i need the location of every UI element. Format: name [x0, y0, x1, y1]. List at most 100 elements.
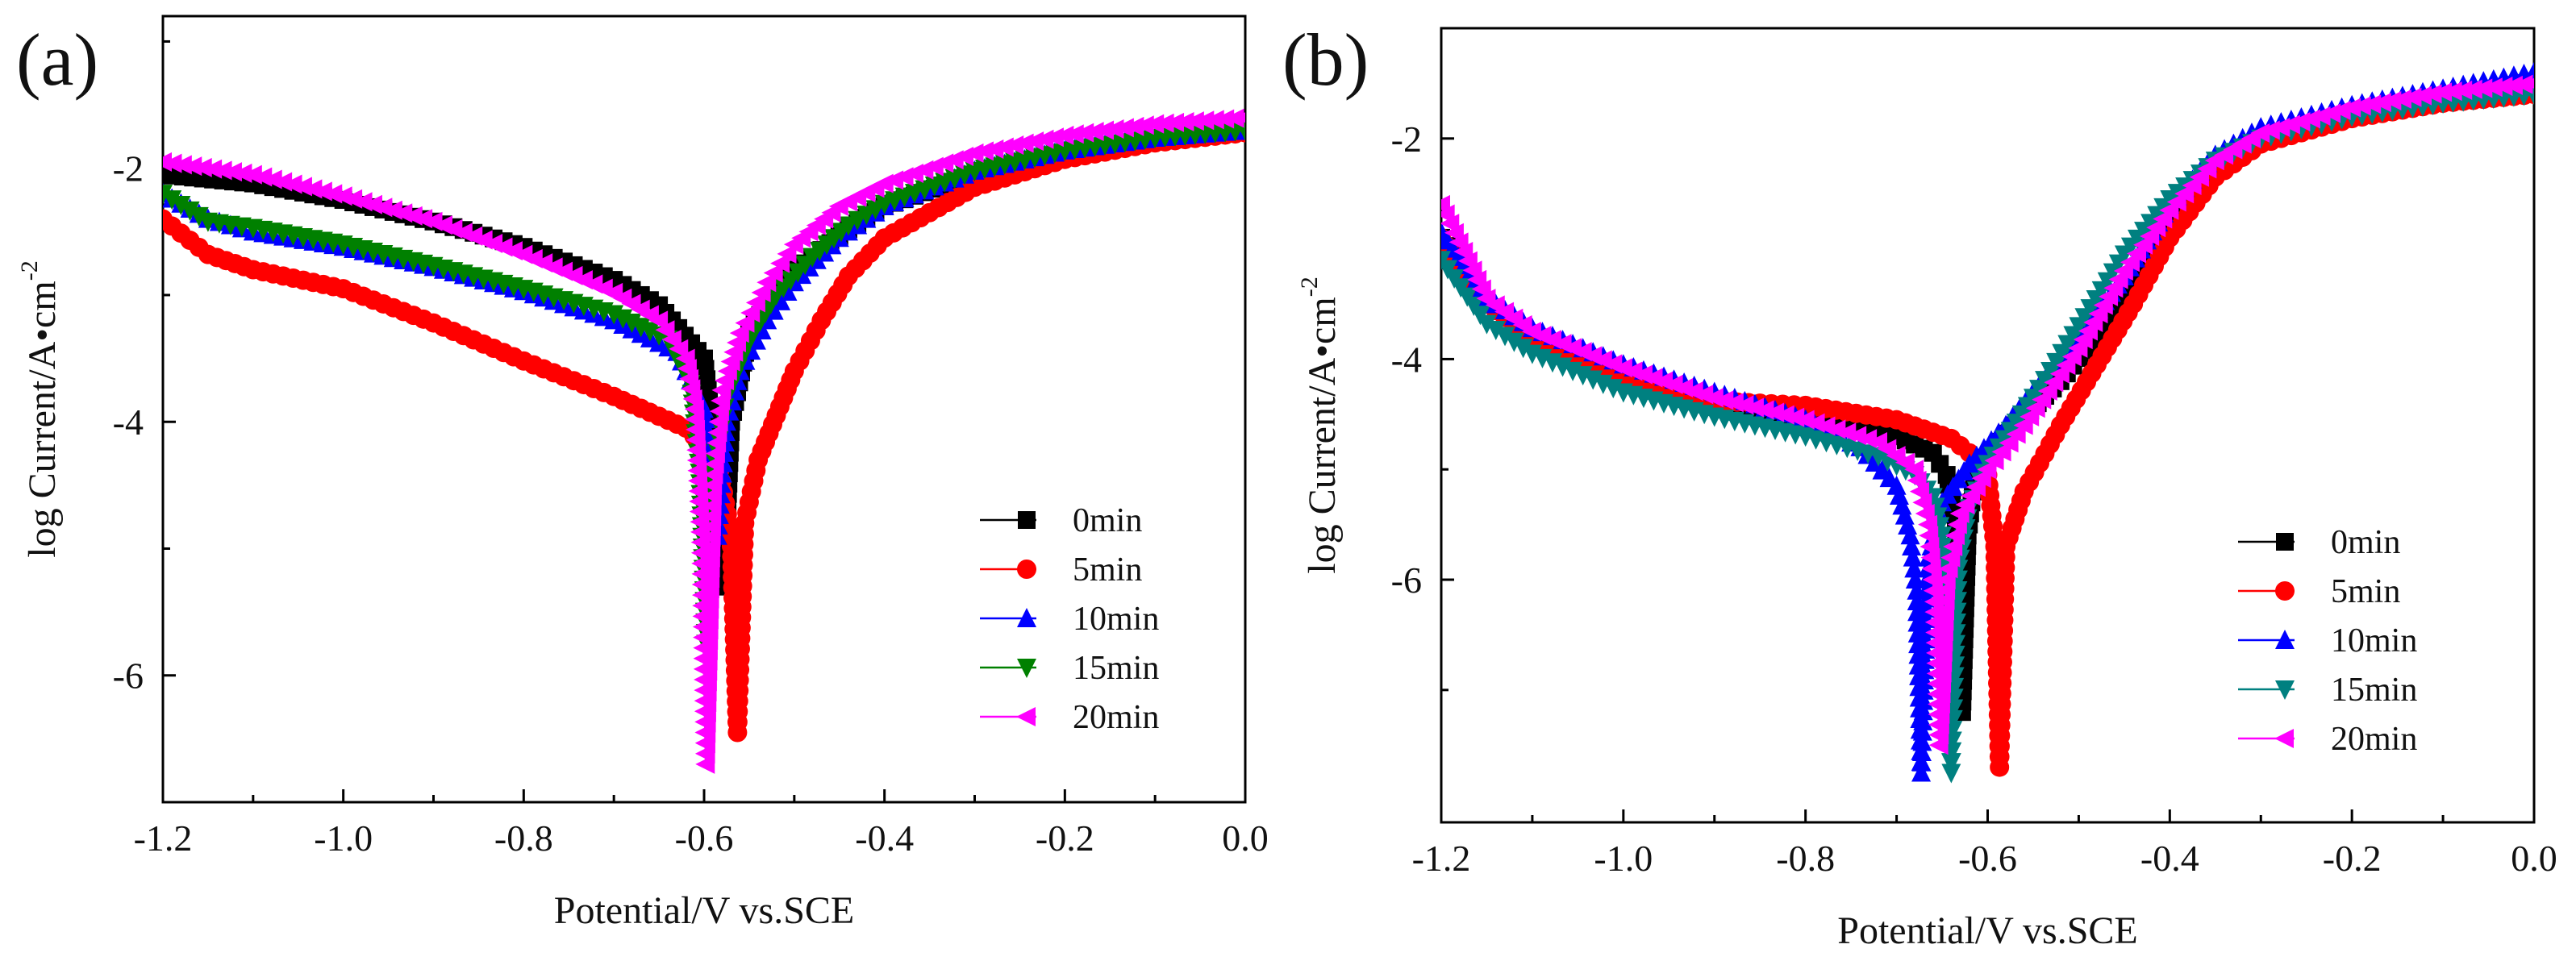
series-line-5min	[1441, 93, 2534, 768]
marker-20min	[1785, 407, 1805, 427]
marker-20min	[2453, 80, 2473, 100]
marker-20min	[312, 181, 332, 202]
marker-20min	[1144, 114, 1165, 134]
marker-10min	[1900, 525, 1920, 545]
marker-20min	[2422, 84, 2442, 104]
marker-20min	[1054, 125, 1074, 145]
x-tick-label: -1.0	[1594, 838, 1653, 879]
marker-20min	[1094, 120, 1115, 140]
marker-15min	[163, 190, 182, 210]
legend-label-5min: 5min	[2331, 573, 2400, 610]
marker-20min	[973, 141, 994, 161]
marker-20min	[1134, 115, 1154, 135]
marker-20min	[1909, 481, 1929, 501]
legend-label-0min: 0min	[1073, 502, 1142, 539]
x-tick-label: -0.4	[2140, 838, 2199, 879]
marker-20min	[994, 137, 1014, 157]
marker-20min	[1034, 129, 1054, 149]
marker-20min	[2341, 98, 2361, 118]
marker-20min	[1999, 433, 2019, 453]
marker-20min	[1940, 547, 1961, 568]
marker-20min	[172, 155, 192, 175]
x-tick-label: -0.6	[675, 817, 734, 859]
marker-20min	[2402, 87, 2422, 107]
marker-20min	[1215, 109, 1235, 129]
marker-20min	[262, 169, 282, 189]
legend-marker-0min	[1018, 511, 1036, 529]
marker-10min	[1911, 762, 1932, 782]
legend: 0min 5min 10min 15min 20min	[2238, 524, 2417, 758]
x-tick-label: -0.4	[855, 817, 914, 859]
marker-20min	[777, 243, 797, 264]
marker-20min	[661, 330, 682, 350]
marker-20min	[1184, 111, 1204, 131]
marker-20min	[1724, 393, 1744, 413]
marker-20min	[1114, 118, 1134, 138]
marker-20min	[1984, 451, 2004, 471]
marker-20min	[2513, 74, 2533, 94]
legend-label-15min: 15min	[1073, 650, 1159, 687]
marker-15min	[1486, 321, 1506, 341]
marker-20min	[1224, 108, 1244, 128]
marker-20min	[1714, 390, 1734, 410]
legend-marker-20min	[2274, 729, 2294, 748]
marker-20min	[292, 177, 312, 197]
y-axis-title: log Current/A•cm-2	[16, 260, 64, 557]
marker-20min	[192, 157, 212, 177]
y-axis-title-superscript: -2	[1296, 277, 1323, 297]
marker-20min	[984, 139, 1004, 159]
marker-20min	[2524, 77, 2534, 89]
marker-20min	[2462, 79, 2482, 99]
legend-marker-10min	[1017, 608, 1036, 627]
marker-20min	[2411, 85, 2432, 106]
marker-20min	[745, 293, 765, 313]
marker-10min	[1913, 701, 1933, 721]
marker-20min	[2351, 96, 2371, 116]
marker-20min	[1154, 113, 1174, 133]
marker-20min	[1977, 460, 1997, 480]
marker-20min	[2482, 77, 2503, 98]
y-tick-label: -2	[1391, 119, 1422, 160]
x-tick-label: -1.2	[134, 817, 193, 859]
marker-15min	[1941, 763, 1961, 784]
marker-20min	[2371, 93, 2391, 113]
marker-20min	[1124, 116, 1144, 136]
y-axis-title-superscript: -2	[16, 260, 43, 281]
x-tick-label: -1.0	[314, 817, 373, 859]
panel-a: (a) -1.2 -1.0 -0.8 -0.6 -0.4 -0.2 0.0 -6 -4 -2 Pote…	[16, 15, 1269, 932]
panel-label: (a)	[16, 19, 98, 101]
marker-20min	[202, 159, 223, 179]
marker-10min	[1912, 731, 1932, 751]
x-tick-label: 0.0	[1222, 817, 1269, 859]
marker-20min	[1991, 442, 2011, 462]
legend-marker-5min	[1017, 560, 1036, 579]
legend-marker-15min	[1017, 659, 1036, 678]
x-axis-title: Potential/V vs.SCE	[1837, 909, 2138, 952]
marker-10min	[1904, 558, 1924, 578]
legend-marker-5min	[2275, 581, 2295, 601]
marker-20min	[252, 167, 273, 187]
marker-20min	[232, 163, 252, 183]
y-tick-label: -4	[113, 401, 144, 443]
x-tick-label: -0.8	[1776, 838, 1835, 879]
marker-15min	[1504, 332, 1524, 352]
marker-10min	[1903, 547, 1923, 567]
marker-20min	[2503, 75, 2523, 95]
marker-20min	[1044, 127, 1064, 148]
x-tick-label: -0.2	[1036, 817, 1094, 859]
marker-20min	[1064, 124, 1084, 144]
legend-marker-15min	[2275, 680, 2295, 700]
marker-10min	[1902, 535, 1922, 555]
marker-20min	[2432, 82, 2453, 102]
marker-20min	[212, 160, 232, 181]
marker-15min	[180, 201, 200, 221]
panel-label: (b)	[1282, 19, 1369, 101]
marker-20min	[763, 263, 783, 283]
marker-20min	[1734, 395, 1754, 415]
panel-b: (b) -1.2 -1.0 -0.8 -0.6 -0.4 -0.2 0.0 -6 -4 -2 Pote…	[1282, 19, 2557, 952]
marker-20min	[669, 339, 689, 359]
marker-20min	[302, 179, 323, 199]
x-tick-label: 0.0	[2511, 838, 2557, 879]
marker-20min	[2442, 81, 2462, 102]
y-tick-label: -4	[1391, 339, 1422, 380]
